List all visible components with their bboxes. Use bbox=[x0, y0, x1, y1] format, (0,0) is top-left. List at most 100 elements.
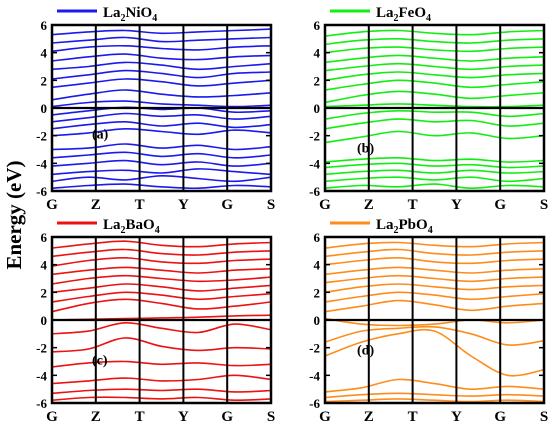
y-tick-label: 2 bbox=[314, 285, 321, 300]
band-line-10 bbox=[325, 90, 544, 104]
y-tick-label: -2 bbox=[36, 129, 47, 144]
x-tick-label: T bbox=[408, 409, 418, 425]
band-line-5 bbox=[325, 156, 544, 163]
band-line-12 bbox=[52, 89, 271, 101]
band-line-6 bbox=[52, 143, 271, 151]
y-tick-label: 0 bbox=[314, 313, 321, 328]
y-tick-label: -4 bbox=[36, 368, 47, 383]
x-tick-label: G bbox=[494, 197, 506, 213]
x-tick-label: S bbox=[540, 197, 548, 213]
band-line-18 bbox=[52, 36, 271, 44]
y-tick-label: 4 bbox=[41, 258, 48, 273]
band-line-4 bbox=[52, 159, 271, 167]
legend-label: La2NiO4 bbox=[103, 5, 157, 24]
band-line-12 bbox=[325, 71, 544, 82]
band-line-3 bbox=[52, 374, 271, 385]
band-line-8 bbox=[52, 120, 271, 130]
x-tick-label: S bbox=[267, 409, 275, 425]
y-tick-label: -2 bbox=[309, 129, 320, 144]
band-line-15 bbox=[325, 46, 544, 54]
band-line-3 bbox=[325, 169, 544, 176]
band-line-11 bbox=[325, 79, 544, 91]
band-line-8 bbox=[52, 298, 271, 313]
x-tick-label: Z bbox=[364, 409, 374, 425]
band-line-2 bbox=[52, 174, 271, 183]
y-tick-label: -6 bbox=[309, 396, 320, 411]
band-line-12 bbox=[52, 266, 271, 276]
band-lines bbox=[325, 29, 544, 190]
panel-label: (a) bbox=[92, 127, 109, 142]
band-line-5 bbox=[325, 325, 544, 346]
band-line-2 bbox=[325, 392, 544, 399]
y-tick-label: 2 bbox=[41, 285, 48, 300]
band-line-8 bbox=[325, 109, 544, 120]
legend-label: La2PbO4 bbox=[376, 217, 433, 236]
band-line-6 bbox=[325, 130, 544, 144]
x-tick-label: Y bbox=[451, 409, 462, 425]
panel-label: (b) bbox=[357, 141, 374, 156]
band-line-8 bbox=[325, 291, 544, 303]
x-tick-label: Z bbox=[364, 197, 374, 213]
band-line-1 bbox=[325, 398, 544, 403]
band-line-13 bbox=[52, 256, 271, 267]
band-line-15 bbox=[52, 240, 271, 249]
y-tick-label: 4 bbox=[41, 46, 48, 61]
band-line-1 bbox=[325, 183, 544, 190]
y-tick-label: -6 bbox=[36, 184, 47, 199]
y-tick-label: 0 bbox=[41, 313, 48, 328]
band-line-7 bbox=[52, 127, 271, 137]
band-line-9 bbox=[52, 291, 271, 303]
band-lines bbox=[52, 240, 271, 402]
band-line-10 bbox=[52, 106, 271, 116]
x-tick-label: G bbox=[494, 409, 506, 425]
band-line-13 bbox=[325, 248, 544, 258]
legend-label: La2FeO4 bbox=[376, 5, 431, 24]
y-tick-label: 2 bbox=[314, 73, 321, 88]
band-line-4 bbox=[325, 162, 544, 169]
band-line-11 bbox=[52, 274, 271, 285]
band-line-11 bbox=[325, 266, 544, 276]
x-tick-label: Z bbox=[91, 197, 101, 213]
x-tick-label: T bbox=[135, 197, 145, 213]
y-tick-label: 6 bbox=[314, 230, 321, 245]
band-line-13 bbox=[325, 62, 544, 72]
y-tick-label: 0 bbox=[314, 101, 321, 116]
y-tick-label: -6 bbox=[36, 396, 47, 411]
band-line-6 bbox=[325, 317, 544, 327]
y-axis-label: Energy (eV) bbox=[2, 160, 26, 269]
x-tick-label: Y bbox=[451, 197, 462, 213]
band-line-17 bbox=[325, 29, 544, 37]
y-tick-label: 4 bbox=[314, 46, 321, 61]
y-tick-label: 2 bbox=[41, 73, 48, 88]
band-line-2 bbox=[52, 388, 271, 395]
y-tick-label: 6 bbox=[41, 230, 48, 245]
band-line-3 bbox=[325, 378, 544, 393]
band-line-14 bbox=[325, 54, 544, 64]
band-line-4 bbox=[325, 328, 544, 377]
band-line-9 bbox=[52, 112, 271, 123]
band-line-7 bbox=[325, 118, 544, 130]
x-tick-label: T bbox=[408, 197, 418, 213]
y-tick-label: -4 bbox=[309, 368, 320, 383]
band-line-9 bbox=[325, 103, 544, 108]
band-line-17 bbox=[52, 44, 271, 53]
band-line-7 bbox=[325, 299, 544, 313]
x-tick-label: G bbox=[221, 197, 233, 213]
band-line-1 bbox=[52, 183, 271, 190]
x-tick-label: G bbox=[319, 409, 331, 425]
y-tick-label: -4 bbox=[309, 156, 320, 171]
band-line-14 bbox=[52, 248, 271, 258]
panel-label: (c) bbox=[92, 353, 108, 368]
y-tick-label: -6 bbox=[309, 184, 320, 199]
band-line-3 bbox=[52, 168, 271, 176]
y-tick-label: 6 bbox=[41, 18, 48, 33]
x-tick-label: S bbox=[267, 197, 275, 213]
x-tick-label: S bbox=[540, 409, 548, 425]
band-lines bbox=[325, 241, 544, 403]
